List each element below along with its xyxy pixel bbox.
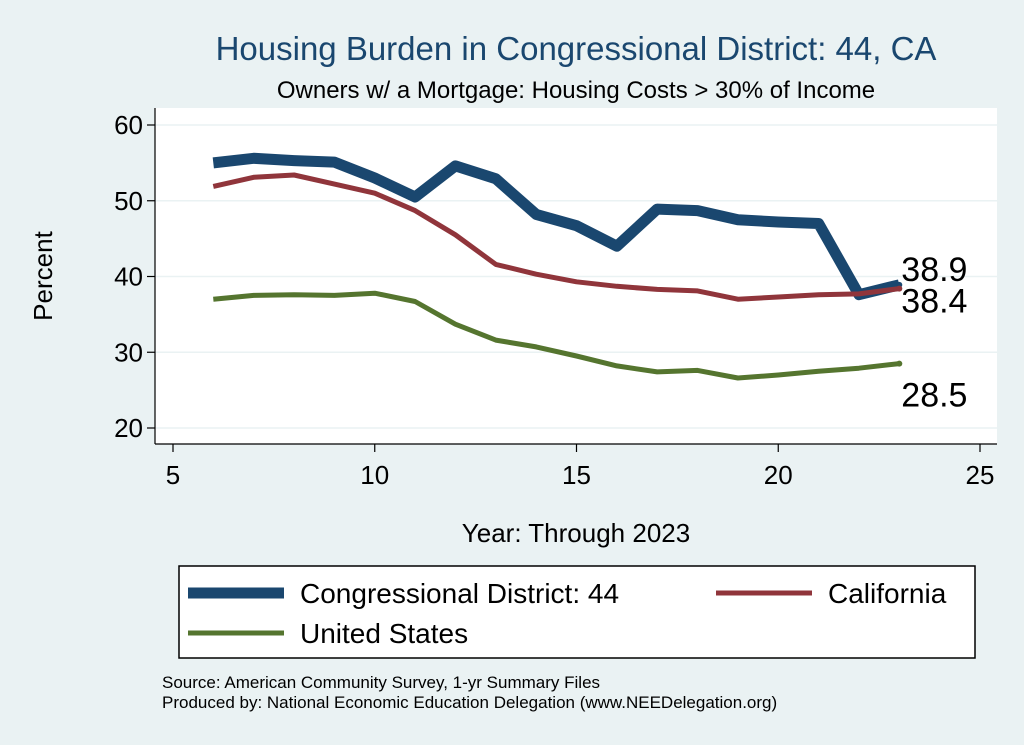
end-value-label: 38.9 — [901, 251, 967, 289]
series-end-point — [896, 360, 903, 367]
chart-subtitle: Owners w/ a Mortgage: Housing Costs > 30… — [277, 77, 875, 104]
legend-entry: California — [828, 578, 947, 609]
axes: 20 30 40 50 60 5 10 15 20 25 — [114, 108, 997, 490]
source-line-2: Produced by: National Economic Education… — [162, 693, 777, 712]
x-tick-label: 25 — [966, 460, 995, 490]
chart-title: Housing Burden in Congressional District… — [216, 30, 937, 67]
legend-entry: Congressional District: 44 — [300, 578, 619, 609]
source-line-1: Source: American Community Survey, 1-yr … — [162, 673, 600, 692]
series-line-1 — [212, 152, 901, 301]
series-group — [212, 152, 903, 381]
series-line-2 — [212, 172, 900, 302]
legend-entry: United States — [300, 618, 468, 649]
end-labels: 38.938.4 28.5 — [901, 251, 967, 415]
y-axis-label: Percent — [28, 230, 58, 320]
y-tick-label: 40 — [114, 262, 143, 292]
end-value-label: 38.4 — [901, 283, 967, 321]
x-tick-label: 10 — [360, 460, 389, 490]
series-end-point — [896, 285, 903, 292]
x-tick-label: 20 — [764, 460, 793, 490]
y-tick-label: 50 — [114, 186, 143, 216]
legend: Congressional District: 44 California Unit… — [188, 578, 947, 649]
y-tick-label: 60 — [114, 110, 143, 140]
x-axis-label: Year: Through 2023 — [462, 518, 690, 548]
y-tick-label: 20 — [114, 413, 143, 443]
x-tick-label: 15 — [562, 460, 591, 490]
y-tick-label: 30 — [114, 337, 143, 367]
legend-box — [178, 565, 976, 659]
grid-lines — [155, 124, 997, 429]
end-value-label: 28.5 — [901, 377, 967, 415]
series-line-3 — [213, 290, 900, 381]
x-tick-label: 5 — [166, 460, 180, 490]
